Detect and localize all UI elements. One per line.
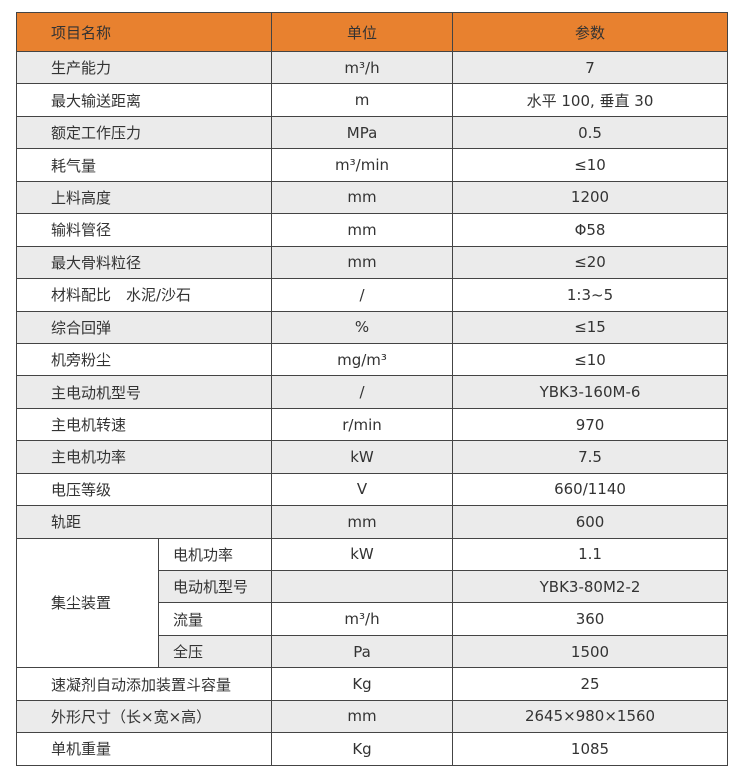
item-name: 电动机型号 [157, 569, 273, 604]
table-row: 集尘装置 电机功率 kW 1.1 [16, 537, 729, 669]
item-unit: mm [271, 180, 454, 215]
item-value: 1200 [452, 180, 729, 215]
header-unit: 单位 [271, 12, 454, 52]
table-row: 主电机功率 kW 7.5 [15, 440, 729, 474]
table-row: 输料管径 mm Φ58 [15, 213, 729, 247]
item-unit: V [271, 472, 454, 507]
item-name: 材料配比 水泥/沙石 [15, 278, 273, 312]
item-unit: MPa [271, 115, 454, 150]
table-row: 主电动机型号 / YBK3-160M-6 [15, 375, 729, 409]
item-value: 水平 100, 垂直 30 [452, 83, 729, 117]
item-value: 660/1140 [452, 472, 729, 507]
header-param: 参数 [452, 12, 729, 52]
item-name: 电压等级 [15, 472, 273, 507]
item-value: ≤15 [452, 310, 729, 344]
item-value: Φ58 [452, 213, 729, 247]
item-unit: mg/m³ [271, 342, 454, 377]
table-row: 外形尺寸（长×宽×高） mm 2645×980×1560 [15, 699, 729, 734]
table-row: 全压 Pa 1500 [17, 634, 729, 669]
table-row: 主电机转速 r/min 970 [15, 407, 729, 442]
item-value: 600 [452, 505, 729, 539]
table-row: 上料高度 mm 1200 [15, 180, 729, 215]
item-value: ≤10 [452, 148, 729, 182]
table-row: 额定工作压力 MPa 0.5 [15, 115, 729, 150]
table-row: 电动机型号 YBK3-80M2-2 [17, 569, 729, 604]
item-value: ≤20 [452, 245, 729, 280]
item-name: 机旁粉尘 [15, 342, 273, 377]
item-unit: Kg [271, 732, 454, 766]
item-name: 耗气量 [15, 148, 273, 182]
item-value: 1500 [452, 634, 729, 669]
header-row: 项目名称 单位 参数 [15, 12, 729, 52]
item-value: 1085 [452, 732, 729, 766]
item-value: 1:3~5 [452, 278, 729, 312]
item-unit: r/min [271, 407, 454, 442]
header-name: 项目名称 [15, 12, 273, 52]
item-name: 电机功率 [157, 537, 273, 572]
item-unit: mm [271, 505, 454, 539]
item-unit: % [271, 310, 454, 344]
item-unit: m³/h [271, 50, 454, 85]
item-value: 25 [452, 667, 729, 701]
item-unit: kW [271, 440, 454, 474]
table-row: 综合回弹% ≤15 [15, 310, 729, 344]
item-unit: mm [271, 699, 454, 734]
item-name: 生产能力 [15, 50, 273, 85]
item-value: 7.5 [452, 440, 729, 474]
table-row: 最大输送距离 m 水平 100, 垂直 30 [15, 83, 729, 117]
table-row: 最大骨料粒径 mm ≤20 [15, 245, 729, 280]
item-name: 速凝剂自动添加装置斗容量 [15, 667, 273, 701]
item-name: 最大骨料粒径 [15, 245, 273, 280]
item-unit: kW [271, 537, 454, 572]
item-name: 主电动机型号 [15, 375, 273, 409]
table-row: 耗气量 m³/min ≤10 [15, 148, 729, 182]
item-unit: m³/h [271, 602, 454, 636]
item-unit: m³/min [271, 148, 454, 182]
item-name: 单机重量 [15, 732, 273, 766]
table-row: 速凝剂自动添加装置斗容量 Kg 25 [15, 667, 729, 701]
item-name: 轨距 [15, 505, 273, 539]
item-unit: Kg [271, 667, 454, 701]
item-name: 主电机功率 [15, 440, 273, 474]
item-name: 外形尺寸（长×宽×高） [15, 699, 273, 734]
item-value: 2645×980×1560 [452, 699, 729, 734]
table-row: 生产能力 m³/h 7 [15, 50, 729, 85]
item-unit: / [271, 375, 454, 409]
item-name: 额定工作压力 [15, 115, 273, 150]
item-unit: mm [271, 245, 454, 280]
item-value: YBK3-160M-6 [452, 375, 729, 409]
table-row: 材料配比 水泥/沙石/1:3~5 [15, 278, 729, 312]
table-row: 单机重量 Kg 1085 [15, 732, 729, 766]
table-row: 电压等级 V 660/1140 [15, 472, 729, 507]
item-value: 970 [452, 407, 729, 442]
table-row: 流量 m³/h 360 [17, 602, 729, 636]
item-name: 输料管径 [15, 213, 273, 247]
item-name: 综合回弹 [15, 310, 273, 344]
table-row: 机旁粉尘 mg/m³ ≤10 [15, 342, 729, 377]
item-unit [271, 569, 454, 604]
item-name: 上料高度 [15, 180, 273, 215]
spec-table: 项目名称 单位 参数 生产能力 m³/h 7 最大输送距离 m 水平 100, 垂直 30… [15, 12, 729, 766]
item-name: 全压 [157, 634, 273, 669]
item-name: 主电机转速 [15, 407, 273, 442]
item-value: ≤10 [452, 342, 729, 377]
item-unit: m [271, 83, 454, 117]
item-value: YBK3-80M2-2 [452, 569, 729, 604]
item-unit: / [271, 278, 454, 312]
item-unit: Pa [271, 634, 454, 669]
item-value: 360 [452, 602, 729, 636]
item-value: 0.5 [452, 115, 729, 150]
table-row: 轨距 mm 600 [15, 505, 729, 539]
item-name: 最大输送距离 [15, 83, 273, 117]
item-value: 1.1 [452, 537, 729, 572]
item-unit: mm [271, 213, 454, 247]
group-name: 集尘装置 [16, 537, 159, 669]
item-name: 流量 [157, 602, 273, 636]
item-value: 7 [452, 50, 729, 85]
